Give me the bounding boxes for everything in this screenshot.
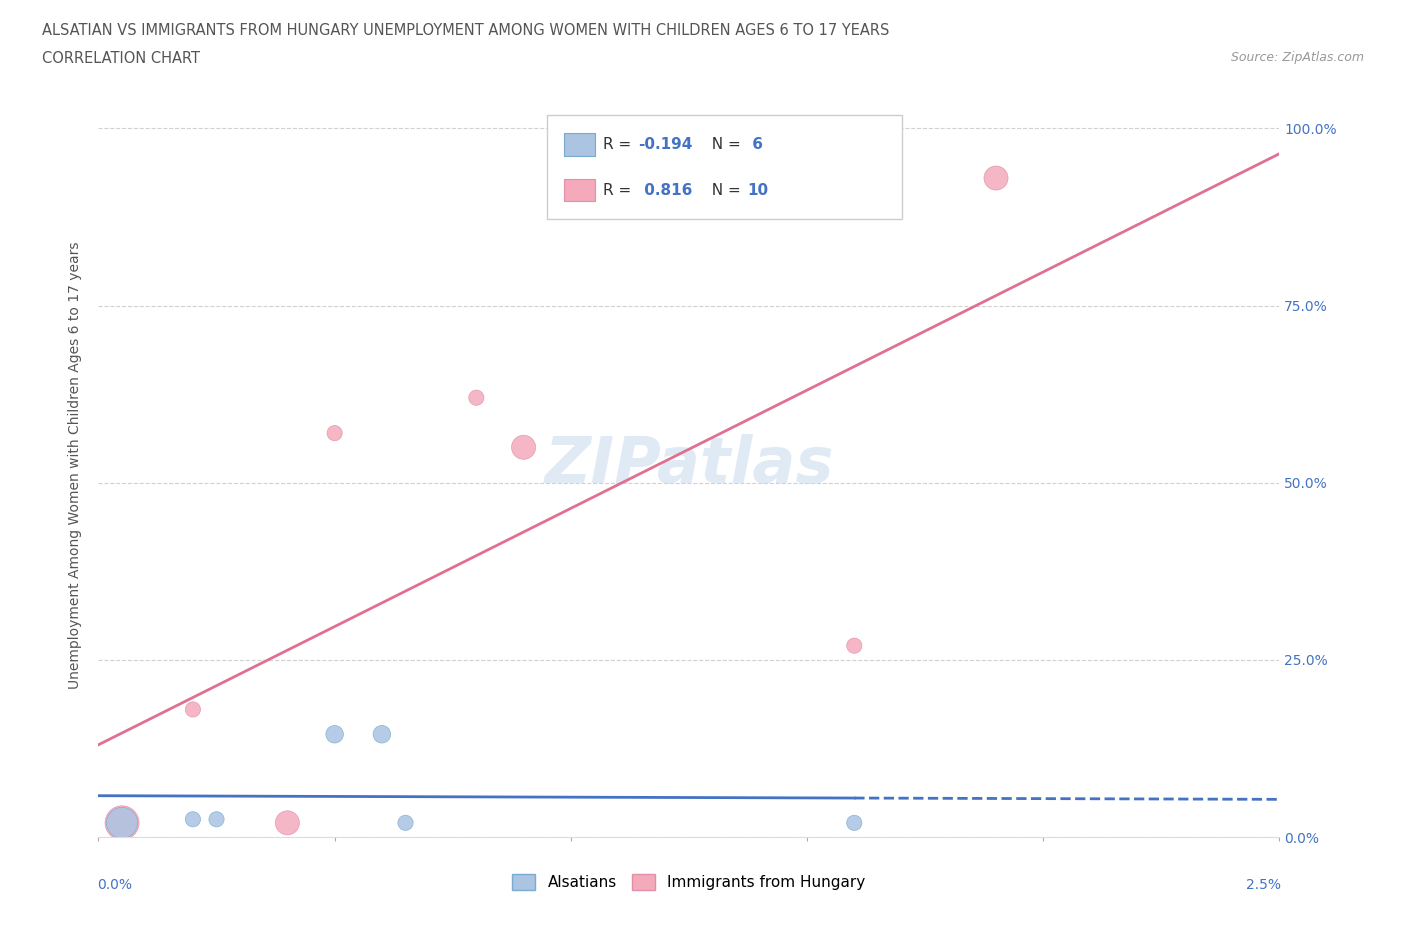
Text: Source: ZipAtlas.com: Source: ZipAtlas.com <box>1230 51 1364 64</box>
Point <box>844 638 866 653</box>
Text: CORRELATION CHART: CORRELATION CHART <box>42 51 200 66</box>
Point <box>111 816 134 830</box>
Legend: Alsatians, Immigrants from Hungary: Alsatians, Immigrants from Hungary <box>506 868 872 897</box>
Point <box>111 816 134 830</box>
Text: 2.5%: 2.5% <box>1246 878 1281 892</box>
Y-axis label: Unemployment Among Women with Children Ages 6 to 17 years: Unemployment Among Women with Children A… <box>69 241 83 689</box>
Point <box>323 426 346 441</box>
Point <box>512 440 534 455</box>
Point <box>984 170 1007 185</box>
Text: N =: N = <box>702 183 745 198</box>
Point <box>181 702 204 717</box>
Point <box>205 812 228 827</box>
Text: N =: N = <box>702 137 745 152</box>
Text: 0.0%: 0.0% <box>97 878 132 892</box>
Point <box>181 812 204 827</box>
Point <box>844 816 866 830</box>
Text: 10: 10 <box>747 183 768 198</box>
Point <box>465 391 488 405</box>
Point <box>276 816 298 830</box>
Text: R =: R = <box>603 183 637 198</box>
Text: ALSATIAN VS IMMIGRANTS FROM HUNGARY UNEMPLOYMENT AMONG WOMEN WITH CHILDREN AGES : ALSATIAN VS IMMIGRANTS FROM HUNGARY UNEM… <box>42 23 890 38</box>
Text: 6: 6 <box>747 137 763 152</box>
Text: R =: R = <box>603 137 637 152</box>
Point <box>394 816 416 830</box>
Text: 0.816: 0.816 <box>638 183 692 198</box>
Point <box>371 727 394 742</box>
Text: -0.194: -0.194 <box>638 137 693 152</box>
Text: ZIPatlas: ZIPatlas <box>544 434 834 496</box>
Point <box>323 727 346 742</box>
